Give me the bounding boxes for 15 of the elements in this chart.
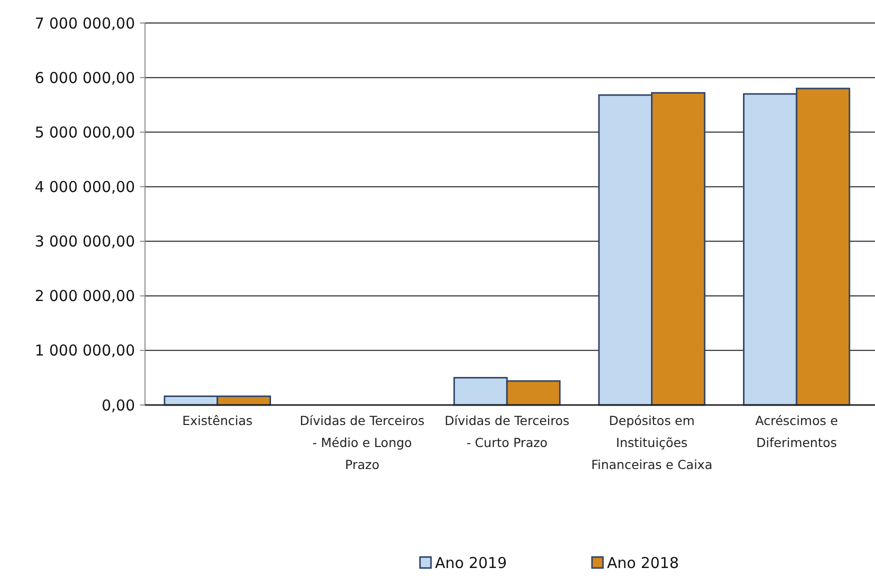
x-tick-label: Dívidas de Terceiros - Médio e Longo Prazo (300, 413, 425, 472)
y-tick-label: 5 000 000,00 (34, 123, 135, 142)
y-tick-label: 6 000 000,00 (34, 68, 135, 87)
y-tick-label: 2 000 000,00 (34, 287, 135, 306)
x-tick-label: Depósitos em Instituições Financeiras e Caixa (591, 413, 712, 472)
x-tick-label: Dívidas de Terceiros - Curto Prazo (444, 413, 570, 450)
x-tick-label: Existências (182, 413, 253, 428)
x-tick-label: Acréscimos e Diferimentos (755, 413, 838, 450)
y-tick-label: 0,00 (102, 396, 135, 414)
legend-label: Ano 2018 (607, 554, 679, 572)
y-tick-label: 3 000 000,00 (34, 232, 135, 251)
y-tick-label: 1 000 000,00 (34, 342, 135, 360)
y-tick-label: 4 000 000,00 (34, 178, 135, 196)
legend-label: Ano 2019 (435, 554, 507, 572)
y-tick-label: 7 000 000,00 (34, 14, 135, 32)
